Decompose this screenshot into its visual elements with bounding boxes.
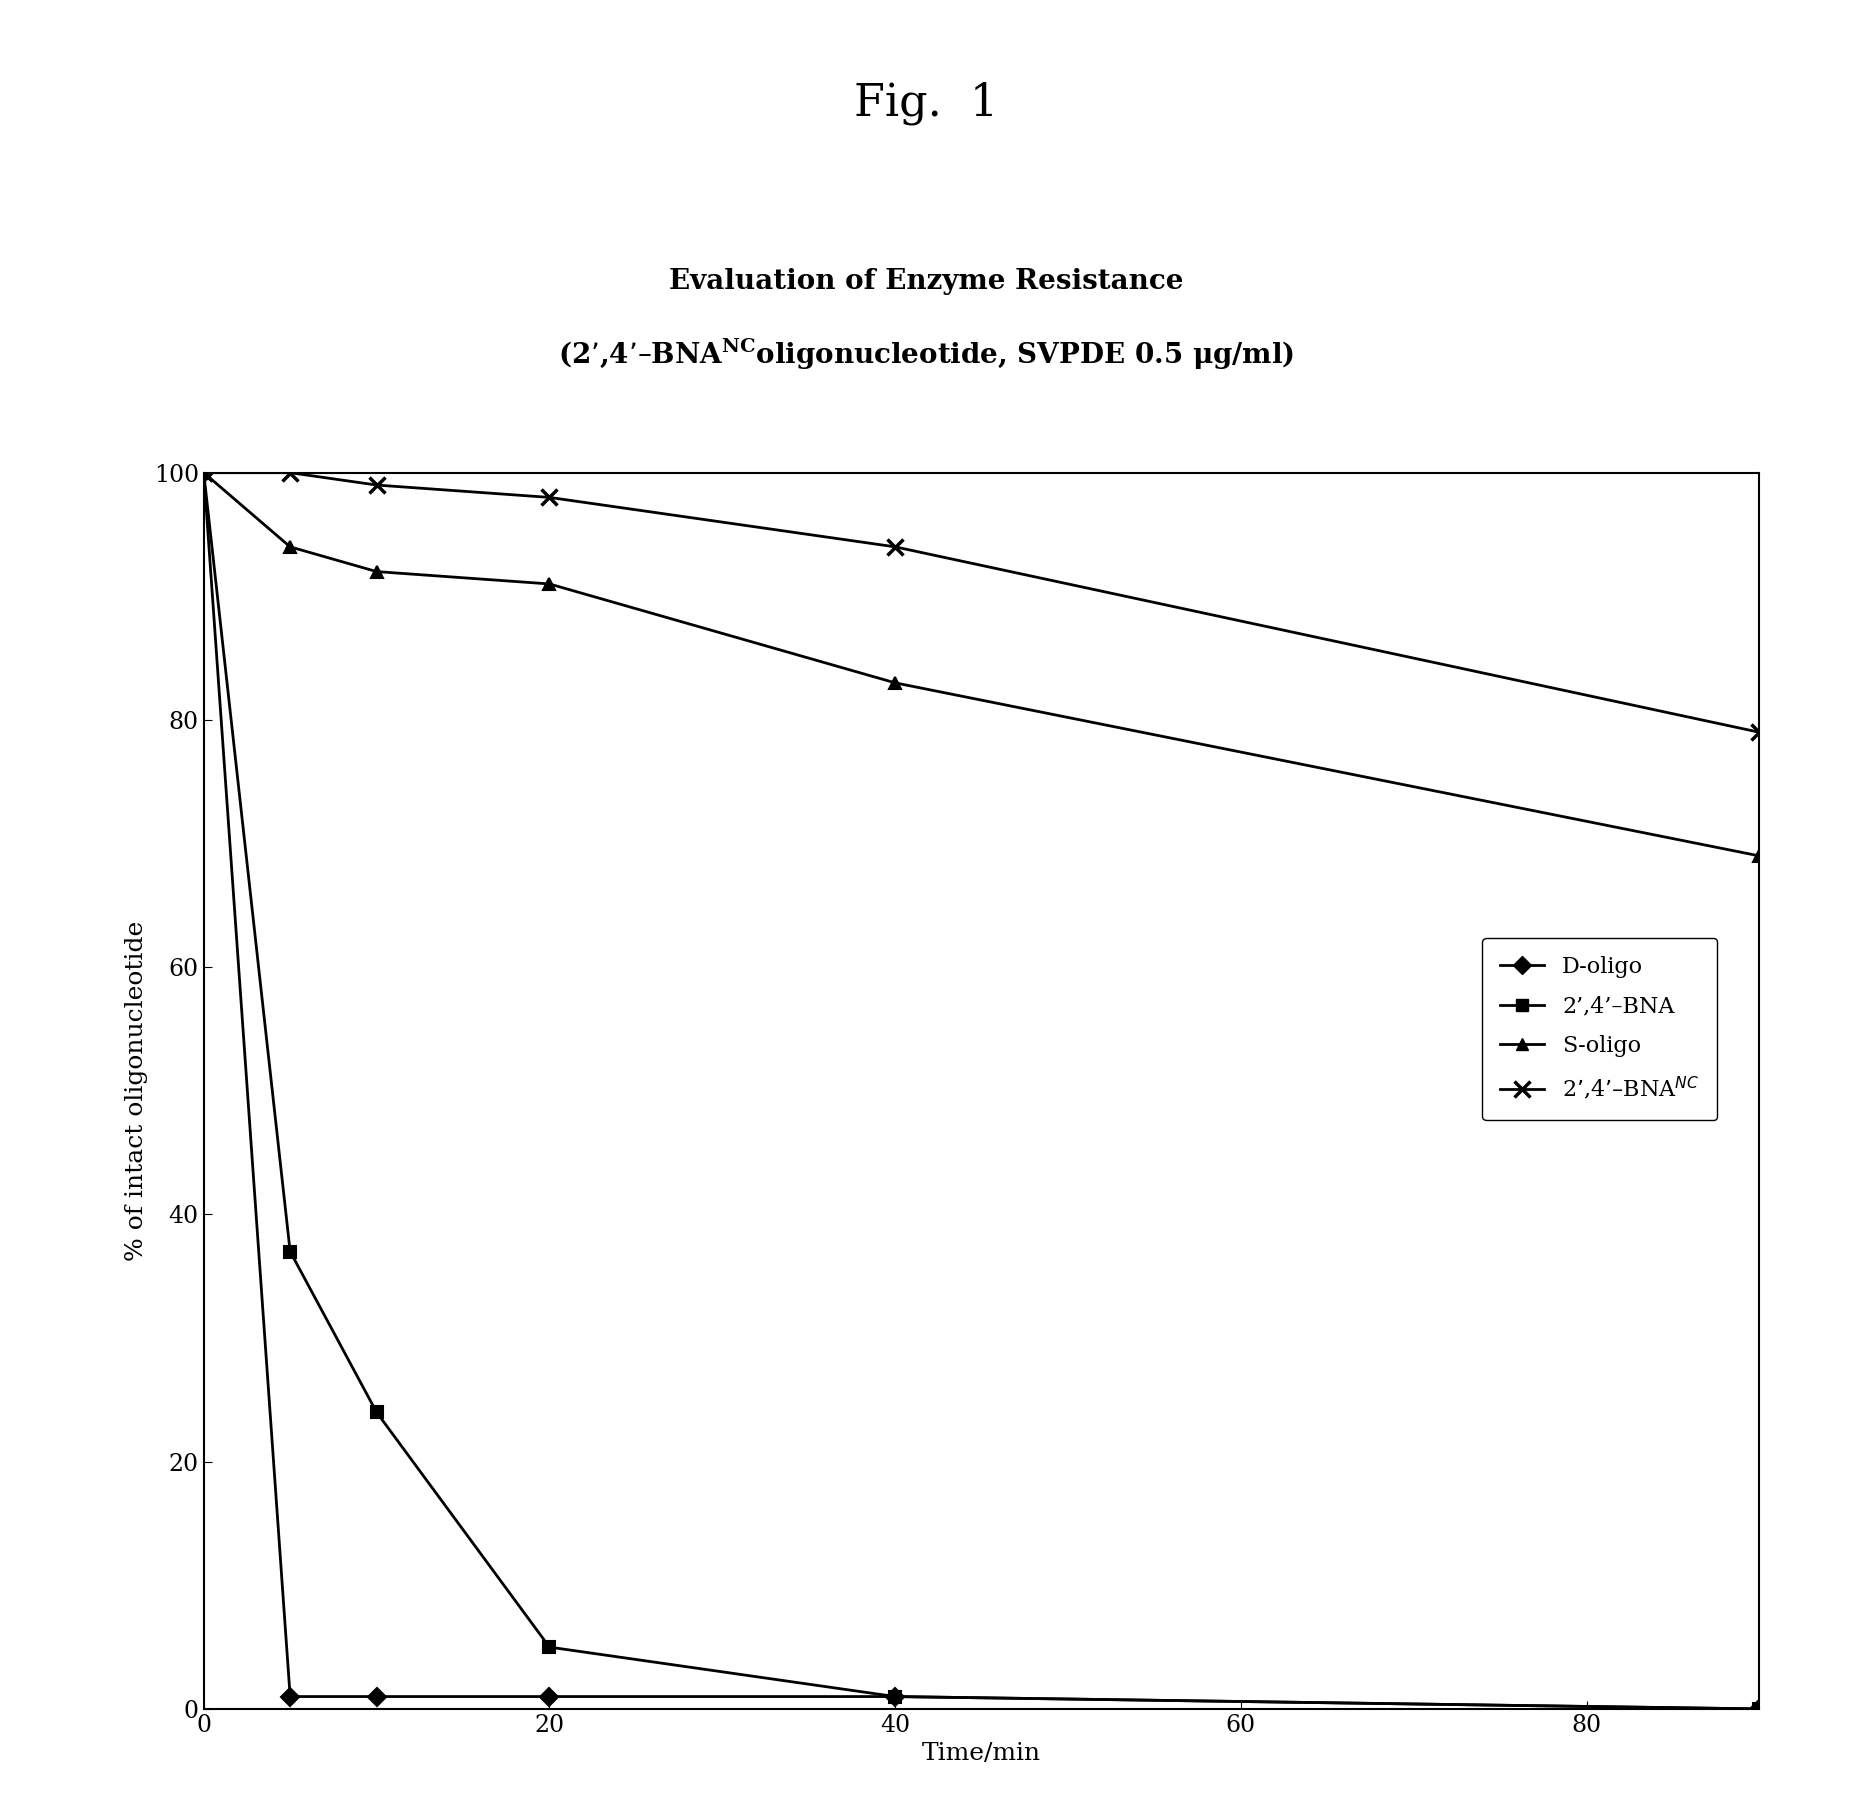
- Legend: D-oligo, 2’,4’–BNA, S-oligo, 2’,4’–BNA$^{NC}$: D-oligo, 2’,4’–BNA, S-oligo, 2’,4’–BNA$^…: [1482, 938, 1717, 1120]
- X-axis label: Time/min: Time/min: [922, 1742, 1041, 1765]
- Text: (2’,4’–BNA$^{\mathregular{NC}}$oligonucleotide, SVPDE 0.5 μg/ml): (2’,4’–BNA$^{\mathregular{NC}}$oligonucl…: [557, 336, 1295, 373]
- Text: Evaluation of Enzyme Resistance: Evaluation of Enzyme Resistance: [669, 269, 1183, 295]
- Text: Fig.  1: Fig. 1: [854, 82, 998, 125]
- Y-axis label: % of intact oligonucleotide: % of intact oligonucleotide: [126, 920, 148, 1262]
